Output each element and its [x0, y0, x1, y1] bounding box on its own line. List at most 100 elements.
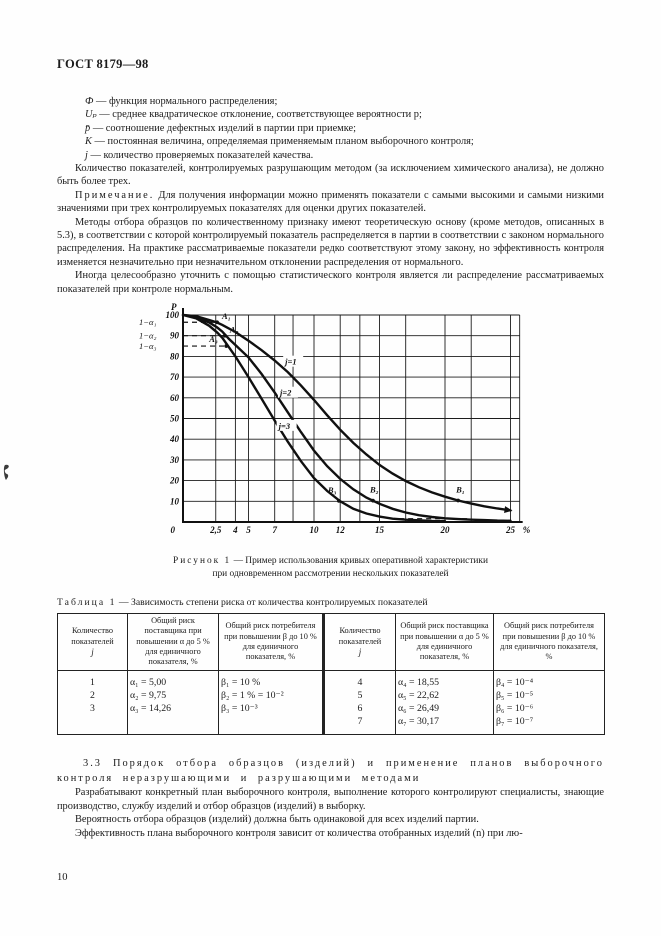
definition-term: p̄ [85, 122, 91, 134]
note-text: Для получения информации можно применять… [57, 189, 604, 215]
paragraph: Разрабатывают конкретный план выборочног… [57, 787, 604, 812]
svg-text:40: 40 [169, 434, 180, 444]
svg-text:10: 10 [170, 496, 180, 506]
table-cell: α₇ = 30,17 [395, 715, 494, 735]
table-cell: α₄ = 18,55 [395, 670, 494, 689]
svg-text:25: 25 [505, 525, 516, 535]
table-cell: 1 [57, 670, 128, 689]
svg-text:A₃: A₃ [208, 334, 218, 344]
svg-text:7: 7 [272, 525, 277, 535]
figure-1: P 0% 100 90 80 70 60 50 40 30 20 10 2,5 4 5 7 10 12 15 20 25… [137, 298, 533, 548]
table-header-cell: Общий риск потребителя при повышении β д… [218, 613, 324, 671]
table-cell [57, 715, 128, 735]
definition-text: — соотношение дефектных изделий в партии… [92, 122, 357, 134]
figure-caption: Рисунок 1 — Пример использования кривых … [57, 555, 604, 580]
svg-text:%: % [523, 525, 531, 535]
definition-text: — постоянная величина, определяемая прим… [94, 136, 474, 148]
definition-term: Ф [85, 96, 94, 107]
table-header-cell: Общий риск потребителя при повышении β д… [493, 613, 605, 671]
paragraph: Иногда целесообразно уточнить с помощью … [57, 270, 604, 295]
table-cell: 5 [322, 688, 396, 702]
svg-text:20: 20 [440, 525, 451, 535]
definition-term: K [85, 136, 92, 148]
table-row: 1 α₁ = 5,00 β₁ = 10 % 4 α₄ = 18,55 β₄ = … [57, 670, 605, 689]
definition-item: p̄ — соотношение дефектных изделий в пар… [85, 122, 604, 135]
page-number: 10 [57, 872, 68, 883]
table-cell: β₇ = 10⁻⁷ [493, 715, 605, 735]
figure-caption-line2: при одновременном рассмотрении нескольки… [212, 568, 449, 579]
page-content: ГОСТ 8179—98 Ф — функция нормального рас… [57, 57, 605, 840]
svg-text:30: 30 [169, 455, 180, 465]
table-header-cell: Количество показателей j [57, 613, 128, 671]
svg-text:j=1: j=1 [283, 357, 296, 367]
svg-text:j=2: j=2 [278, 388, 292, 398]
table-header-cell: Общий риск поставщика при повышении α до… [395, 613, 494, 671]
definition-text: — среднее квадратическое отклонение, соо… [99, 109, 422, 121]
definition-term: Uₚ [85, 109, 97, 121]
table-cell [127, 715, 219, 735]
note-paragraph: Примечание. Для получения информации можн… [57, 189, 604, 216]
svg-text:2,5: 2,5 [209, 525, 222, 535]
figure-caption-label: Рисунок 1 [172, 556, 232, 567]
definition-item: Uₚ — среднее квадратическое отклонение, … [85, 108, 604, 121]
svg-text:0: 0 [171, 525, 176, 535]
paragraph: Вероятность отбора образцов (изделий) до… [75, 814, 479, 826]
table-header-cell: Общий риск поставщика при повышении α до… [127, 613, 219, 671]
section-heading: 3.3 Порядок отбора образцов (изделий) и … [57, 758, 604, 784]
definition-list: Ф — функция нормального распределения; U… [85, 95, 604, 162]
definition-text: — функция нормального распределения; [95, 96, 278, 107]
svg-text:B₃: B₃ [327, 485, 337, 495]
table-row: 7 α₇ = 30,17 β₇ = 10⁻⁷ [57, 715, 605, 735]
table-cell: β₃ = 10⁻³ [218, 701, 324, 716]
table-cell: 4 [322, 670, 396, 689]
table-cell: β₆ = 10⁻⁶ [493, 701, 605, 716]
svg-text:70: 70 [170, 372, 180, 382]
table-cell: 7 [322, 715, 396, 735]
svg-text:60: 60 [170, 393, 180, 403]
figure-chart: P 0 % 100 90 80 70 60 50 40 30 20 10 2,5 4 5 7 10 12 15 20 25… [139, 302, 531, 535]
table-cell: α₂ = 9,75 [127, 688, 219, 702]
table-cell: α₆ = 26,49 [395, 701, 494, 716]
svg-text:B₂: B₂ [369, 485, 379, 495]
table-caption-label: Таблица 1 [57, 597, 117, 609]
definition-item: j — количество проверяемых показателей к… [85, 149, 604, 162]
definition-item: K — постоянная величина, определяемая пр… [85, 135, 604, 148]
svg-text:20: 20 [169, 476, 180, 486]
table-cell: β₄ = 10⁻⁴ [493, 670, 605, 689]
figure-caption-text: — Пример использования кривых оперативно… [233, 556, 489, 567]
table-cell: α₃ = 14,26 [127, 701, 219, 716]
paragraph: Эффективность плана выборочного контроля… [75, 827, 523, 839]
doc-number: ГОСТ 8179—98 [57, 57, 149, 71]
table-cell: 2 [57, 688, 128, 702]
table-cell: 6 [322, 701, 396, 716]
svg-text:80: 80 [170, 351, 180, 361]
svg-text:15: 15 [375, 525, 385, 535]
svg-text:10: 10 [310, 525, 320, 535]
table-cell [218, 715, 324, 735]
svg-text:P: P [171, 302, 177, 312]
table-row: 3 α₃ = 14,26 β₃ = 10⁻³ 6 α₆ = 26,49 β₆ =… [57, 701, 605, 716]
svg-text:1−α₁: 1−α₁ [139, 317, 156, 327]
svg-text:j=3: j=3 [277, 421, 291, 431]
paragraph: Количество показателей, контролируемых р… [57, 163, 604, 188]
svg-text:100: 100 [166, 310, 180, 320]
risk-table: Количество показателей j Общий риск поста… [57, 613, 605, 736]
table-header-row: Количество показателей j Общий риск поста… [57, 613, 605, 671]
svg-text:1−α₂: 1−α₂ [139, 331, 156, 341]
definition-item: Ф — функция нормального распределения; [85, 95, 604, 108]
svg-text:A₁: A₁ [221, 311, 231, 321]
paragraph: Методы отбора образцов по количественном… [57, 216, 604, 268]
table-cell: α₁ = 5,00 [127, 670, 219, 689]
definition-text: — количество проверяемых показателей кач… [90, 149, 314, 161]
table-cell: β₂ = 1 % = 10⁻² [218, 688, 324, 702]
table-header-cell: Количество показателей j [322, 613, 396, 671]
svg-text:1−α₃: 1−α₃ [139, 341, 156, 351]
table-cell: β₁ = 10 % [218, 670, 324, 689]
definition-term: j [85, 149, 88, 161]
svg-text:4: 4 [232, 525, 238, 535]
note-label: Примечание. [75, 189, 155, 201]
svg-text:B₁: B₁ [455, 485, 465, 495]
svg-text:5: 5 [246, 525, 251, 535]
svg-text:50: 50 [170, 414, 180, 424]
